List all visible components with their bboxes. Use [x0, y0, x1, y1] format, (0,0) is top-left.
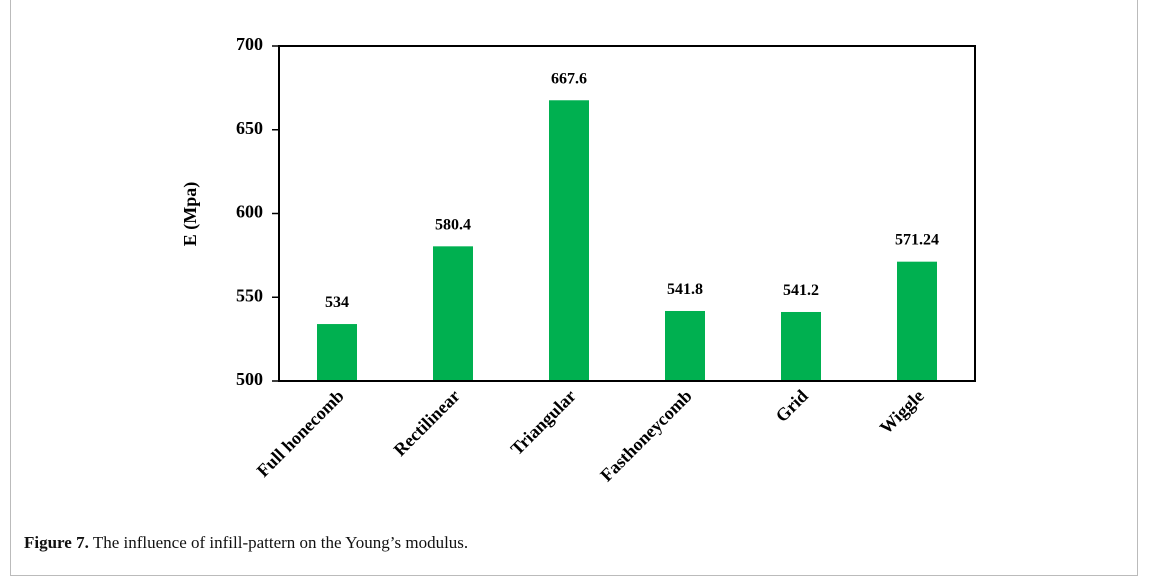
bar [549, 100, 589, 382]
figure-frame [10, 0, 1138, 576]
plot-border [278, 45, 976, 382]
y-tick-label: 700 [236, 34, 263, 54]
data-label: 534 [325, 294, 349, 311]
caption-label: Figure 7. [24, 533, 89, 552]
caption: Figure 7. The influence of infill-patter… [24, 533, 468, 553]
bar [433, 246, 473, 381]
bar [897, 261, 937, 381]
data-label: 580.4 [435, 216, 471, 233]
data-label: 541.8 [667, 281, 703, 298]
bar [665, 310, 705, 381]
y-tick-label: 500 [236, 369, 263, 389]
x-tick-label: Full honecomb [253, 386, 348, 481]
bar [317, 324, 357, 381]
x-tick-label: Fasthoneycomb [596, 386, 696, 486]
x-tick-label: Triangular [507, 386, 580, 459]
data-label: 667.6 [551, 70, 587, 87]
y-tick-label: 600 [236, 202, 263, 222]
y-tick-label: 650 [236, 118, 263, 138]
bar [781, 311, 821, 381]
y-axis-label: E (Mpa) [180, 182, 201, 247]
x-tick-label: Grid [772, 386, 812, 426]
x-tick-label: Wiggle [876, 386, 928, 438]
data-label: 541.2 [783, 282, 819, 299]
y-tick-label: 550 [236, 285, 263, 305]
x-tick-label: Rectilinear [390, 386, 464, 460]
data-label: 571.24 [895, 232, 939, 249]
caption-text: The influence of infill-pattern on the Y… [92, 533, 469, 552]
